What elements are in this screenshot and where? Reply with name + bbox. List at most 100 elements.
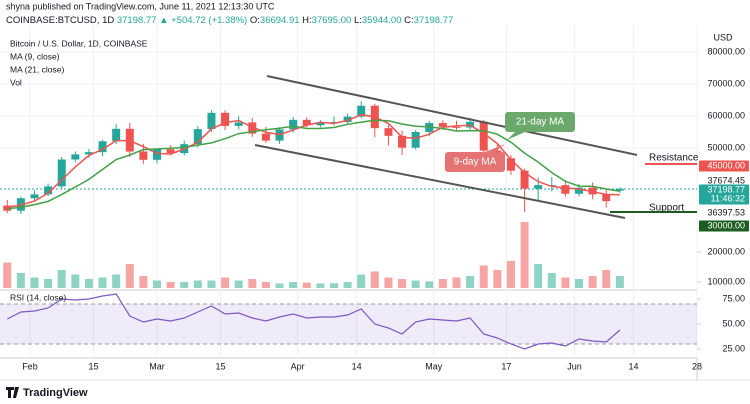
x-tick-label: 17 (501, 361, 511, 371)
resistance-annotation: Resistance (649, 153, 699, 164)
legend-entry: MA (21, close) (10, 64, 64, 74)
quote-line: COINBASE:BTCUSD, 1D 37198.77 ▲ +504.72 (… (6, 15, 453, 26)
x-tick-label: May (425, 361, 443, 371)
candle-body (98, 141, 107, 153)
candle-body (261, 133, 270, 141)
candle-body (84, 152, 93, 155)
volume-tick-label: 10000.00 (707, 276, 745, 286)
candle-body (411, 132, 420, 148)
price-label: 45000.00 (707, 160, 745, 170)
volume-bar (411, 280, 420, 288)
volume-bar (520, 222, 529, 288)
volume-bar (343, 282, 352, 288)
quote-key: L: (354, 15, 362, 26)
volume-bar (302, 282, 311, 288)
last-price: 37198.77 (117, 15, 157, 26)
series-title: Bitcoin / U.S. Dollar, 1D, COINBASE (10, 38, 148, 48)
rsi-tick-label: 75.00 (722, 293, 745, 303)
x-tick-label: 14 (628, 361, 638, 371)
volume-bar (44, 279, 53, 288)
candle-body (71, 154, 80, 160)
volume-bar (16, 273, 25, 288)
price-label: 30000.00 (707, 220, 745, 230)
ma21-callout-pointer (507, 132, 525, 140)
volume-bar (98, 277, 107, 288)
ma9-callout-pointer (485, 144, 505, 152)
candle-body (57, 159, 66, 187)
candle-body (44, 186, 53, 195)
x-tick-label: Feb (22, 361, 38, 371)
footer-brand: TradingView (23, 387, 88, 399)
quote-key: C: (404, 15, 414, 26)
y-tick-label: 70000.00 (707, 78, 745, 88)
legend-entry: Vol (10, 77, 22, 87)
candle-body (438, 123, 447, 127)
volume-bar (30, 277, 39, 288)
ma21-callout (505, 112, 575, 132)
volume-bar (438, 279, 447, 288)
x-tick-label: 15 (216, 361, 226, 371)
volume-bar (207, 280, 216, 288)
x-tick-label: Mar (149, 361, 165, 371)
rsi-tick-label: 50.00 (722, 318, 745, 328)
channel-lower (254, 144, 626, 219)
price-change: ▲ +504.72 (+1.38%) (159, 15, 247, 26)
candle-body (357, 105, 366, 117)
candle-body (398, 135, 407, 148)
candle-body (234, 122, 243, 126)
candle-body (520, 170, 529, 189)
candle-body (30, 194, 39, 199)
volume-bar (153, 280, 162, 288)
rsi-legend: RSI (14, close) (10, 292, 66, 302)
volume-bar (602, 270, 611, 288)
y-tick-label: 50000.00 (707, 142, 745, 152)
ma-line (7, 113, 620, 208)
volume-bar (615, 276, 624, 288)
quote-value: 37695.00 (312, 15, 352, 26)
candle-body (615, 188, 624, 191)
candle-body (221, 112, 230, 126)
x-tick-label: 15 (88, 361, 98, 371)
volume-bar (329, 283, 338, 288)
candle-body (289, 119, 298, 130)
quote-value: 35944.00 (362, 15, 402, 26)
volume-bar (452, 277, 461, 288)
candle-body (329, 122, 338, 124)
price-label-box (699, 184, 749, 205)
candle-body (602, 194, 611, 202)
volume-bar (357, 274, 366, 288)
quote-value: 36694.91 (260, 15, 300, 26)
volume-bar (493, 270, 502, 288)
candle-body (588, 187, 597, 195)
price-label: 36397.53 (707, 207, 745, 217)
ma21-annotation: 21-day MA (516, 117, 565, 128)
candle-body (452, 126, 461, 128)
volume-bar (193, 280, 202, 288)
price-label-box (699, 220, 749, 232)
candle-body (506, 158, 515, 171)
candle-body (207, 112, 216, 130)
candle-body (561, 185, 570, 194)
quote-key: O: (250, 15, 260, 26)
symbol: COINBASE:BTCUSD, 1D (6, 15, 114, 26)
volume-bar (534, 264, 543, 288)
tradingview-logo (6, 387, 19, 398)
price-label: 37198.77 (707, 184, 745, 194)
volume-tick-label: 20000.00 (707, 246, 745, 256)
candle-body (479, 121, 488, 151)
candle-body (153, 149, 162, 160)
ma9-callout (445, 152, 505, 172)
candle-body (166, 149, 175, 154)
volume-bar (221, 277, 230, 288)
volume-bar (3, 262, 12, 288)
volume-bar (547, 273, 556, 288)
rsi-tick-label: 25.00 (722, 343, 745, 353)
support-annotation: Support (649, 203, 684, 214)
volume-bar (588, 276, 597, 288)
legend-entry: MA (9, close) (10, 51, 60, 61)
volume-bar (125, 264, 134, 288)
quote-text: COINBASE:BTCUSD, 1D 37198.77 ▲ +504.72 (… (6, 15, 453, 26)
candle-body (575, 187, 584, 194)
y-tick-label: 60000.00 (707, 110, 745, 120)
